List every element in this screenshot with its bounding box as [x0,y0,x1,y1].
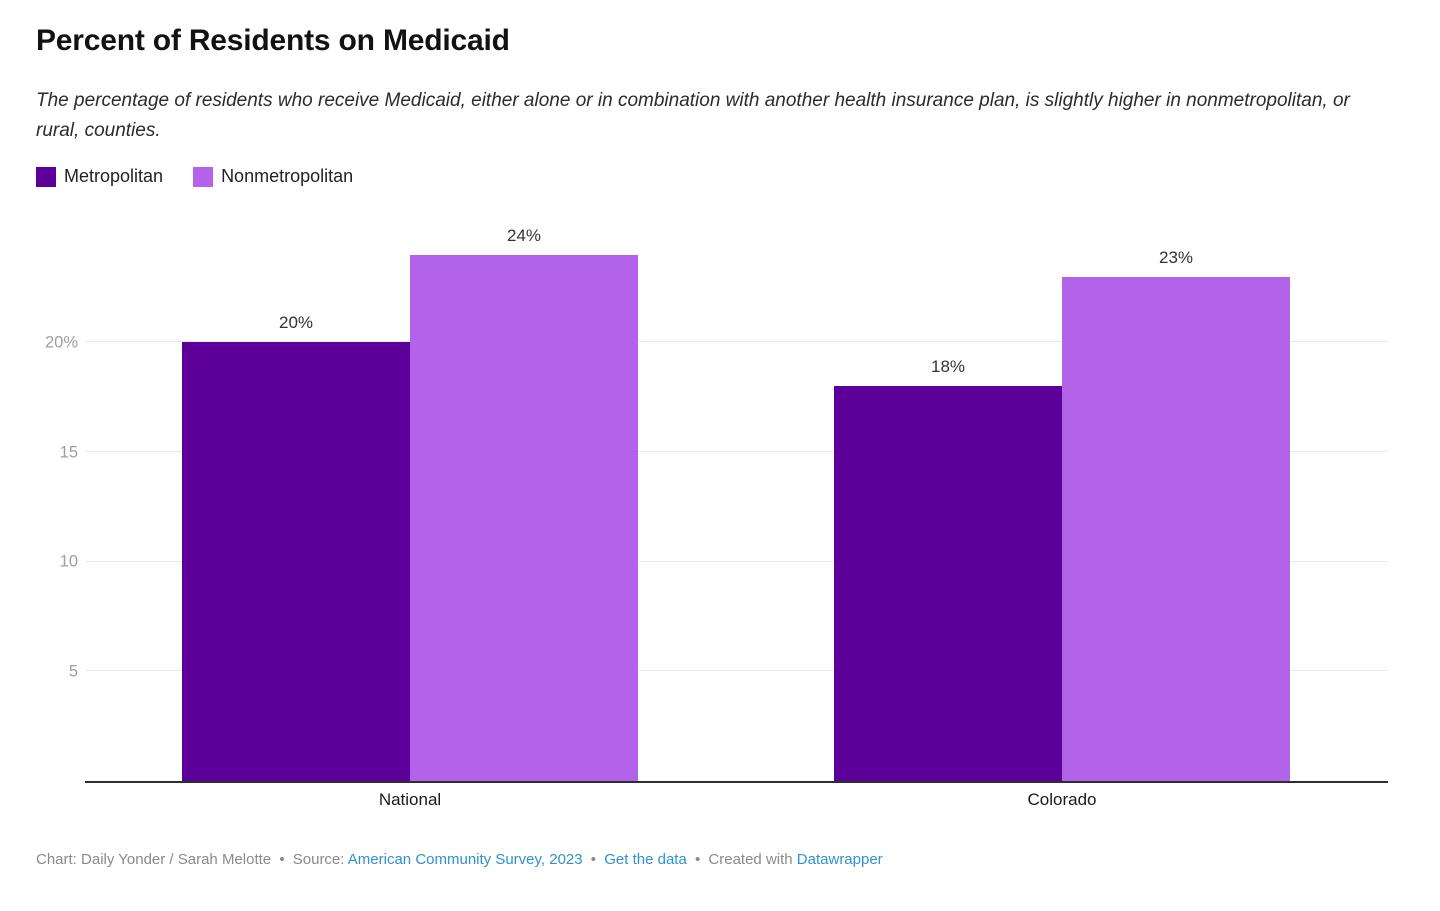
legend: Metropolitan Nonmetropolitan [36,166,353,187]
legend-item-metropolitan: Metropolitan [36,166,163,187]
gridline [85,670,1388,672]
chart-subtitle: The percentage of residents who receive … [36,90,1350,141]
legend-label: Nonmetropolitan [221,166,354,186]
gridline [85,560,1388,562]
bar-value-label: 18% [930,357,966,377]
y-axis-tick-label: 10 [59,552,78,571]
y-axis-tick-label: 5 [68,662,78,681]
bar-value-label: 24% [506,225,542,245]
chart-title: Percent of Residents on Medicaid [36,24,510,57]
x-axis-category-label: Colorado [1027,790,1097,809]
get-the-data-link[interactable]: Get the data [604,851,687,868]
legend-swatch-icon [36,166,56,187]
gridline [85,341,1388,343]
y-axis-tick-label: 15 [59,442,78,461]
footer: Chart: Daily Yonder / Sarah Melotte • So… [36,851,883,868]
datawrapper-link[interactable]: Datawrapper [796,851,883,868]
legend-label: Metropolitan [64,166,164,186]
footer-attribution: Chart: Daily Yonder / Sarah Melotte [36,851,272,868]
footer-source-label: Source: [292,851,345,868]
bar-value-label: 20% [278,313,314,333]
x-axis-line [85,781,1388,783]
bar-group-colorado: 18% 23% Colorado [834,230,1290,809]
footer-created-with: Created with [708,851,793,868]
legend-swatch-icon [193,166,214,187]
gridline [85,451,1388,453]
bar-national-metropolitan[interactable]: 20% [182,313,410,781]
footer-separator: • [590,851,597,868]
footer-separator: • [694,851,701,868]
bar-group-national: 20% 24% National [182,226,638,809]
bar-colorado-metropolitan[interactable]: 18% [834,357,1062,781]
plot-area: 5 10 15 20% 20% 24% National 18% 23% Colorado [36,226,1388,809]
bar-colorado-nonmetropolitan[interactable]: 23% [1062,248,1290,781]
y-axis-tick-label: 20% [44,333,78,352]
bar-national-nonmetropolitan[interactable]: 24% [410,226,638,781]
bar-value-label: 23% [1158,247,1194,267]
source-link[interactable]: American Community Survey, 2023 [347,851,583,868]
x-axis-category-label: National [378,790,442,809]
footer-separator: • [279,851,285,868]
legend-item-nonmetropolitan: Nonmetropolitan [193,166,353,187]
